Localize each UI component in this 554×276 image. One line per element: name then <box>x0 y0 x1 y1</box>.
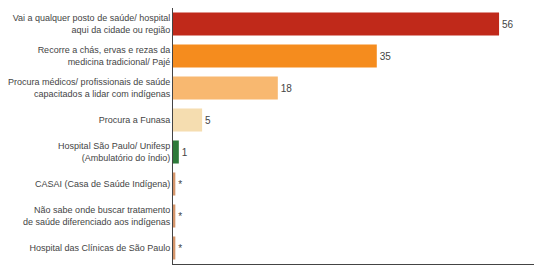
svg-text:Vai a qualquer posto de saúde/: Vai a qualquer posto de saúde/ hospitala… <box>13 13 170 35</box>
svg-text:*: * <box>178 243 182 254</box>
svg-text:Hospital das Clínicas de São P: Hospital das Clínicas de São Paulo <box>30 243 171 253</box>
svg-text:Procura médicos/ profissionais: Procura médicos/ profissionais de saúdec… <box>8 77 171 99</box>
svg-text:CASAI (Casa de Saúde Indígena): CASAI (Casa de Saúde Indígena) <box>35 179 170 189</box>
svg-text:Não sabe onde buscar tratament: Não sabe onde buscar tratamentode saúde … <box>23 205 171 227</box>
svg-text:18: 18 <box>281 83 293 94</box>
svg-text:1: 1 <box>182 147 188 158</box>
svg-text:Hospital São Paulo/ Unifesp(Am: Hospital São Paulo/ Unifesp(Ambulatório … <box>58 141 170 163</box>
svg-text:5: 5 <box>205 115 211 126</box>
svg-text:Procura a Funasa: Procura a Funasa <box>99 115 171 125</box>
svg-text:*: * <box>178 211 182 222</box>
svg-text:Recorre a chás, ervas e rezas: Recorre a chás, ervas e rezas damedicina… <box>38 45 171 67</box>
svg-text:*: * <box>178 179 182 190</box>
svg-text:35: 35 <box>380 51 392 62</box>
svg-text:56: 56 <box>502 19 514 30</box>
